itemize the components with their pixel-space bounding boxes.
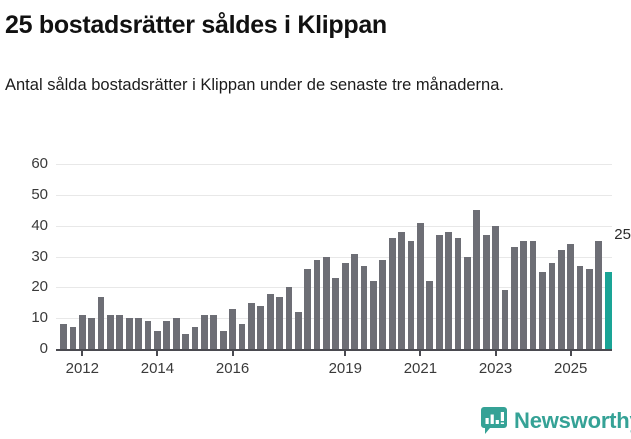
bar[interactable] (135, 318, 143, 349)
bar[interactable] (219, 330, 227, 349)
bar[interactable] (482, 235, 490, 349)
bar[interactable] (388, 238, 396, 349)
bar[interactable] (520, 241, 528, 349)
x-axis-tick (156, 349, 159, 356)
y-axis-tick-label: 40 (31, 216, 48, 234)
x-axis-tick-label: 2019 (328, 360, 362, 377)
x-axis-tick (569, 349, 572, 356)
bar[interactable] (370, 281, 377, 349)
bar[interactable] (435, 235, 443, 349)
bar[interactable] (548, 262, 556, 349)
bar[interactable] (463, 256, 471, 349)
bar[interactable] (539, 271, 546, 349)
bar-highlighted[interactable] (604, 271, 612, 349)
bar[interactable] (379, 259, 387, 349)
x-axis-tick-label: 2012 (65, 360, 99, 377)
bar[interactable] (107, 315, 114, 349)
gridline (56, 164, 612, 165)
bar[interactable] (426, 281, 434, 349)
bar[interactable] (567, 244, 575, 349)
bar[interactable] (238, 324, 246, 349)
bar[interactable] (407, 241, 415, 349)
bar[interactable] (445, 231, 452, 349)
bar[interactable] (398, 231, 405, 349)
chart-subtitle: Antal sålda bostadsrätter i Klippan unde… (5, 76, 504, 94)
x-axis-tick (81, 349, 84, 356)
bar[interactable] (88, 318, 96, 349)
gridline (56, 257, 612, 258)
bar[interactable] (557, 250, 565, 349)
x-axis-tick-label: 2016 (215, 360, 250, 377)
bar[interactable] (351, 253, 359, 349)
gridline (56, 195, 612, 196)
y-axis-tick-label: 30 (31, 247, 48, 265)
y-axis-tick-label: 20 (31, 278, 48, 296)
x-axis-tick (231, 349, 234, 356)
x-axis-tick (494, 349, 497, 356)
bar[interactable] (276, 296, 283, 349)
bar[interactable] (529, 241, 537, 349)
bar[interactable] (125, 318, 133, 349)
x-axis-tick (344, 349, 347, 356)
newsworthy-logo[interactable]: Newsworthy (481, 406, 631, 436)
newsworthy-wordmark: Newsworthy (514, 408, 631, 433)
bar[interactable] (163, 321, 171, 349)
bar[interactable] (266, 293, 274, 349)
bar[interactable] (257, 305, 265, 349)
bar[interactable] (417, 222, 424, 349)
bar[interactable] (69, 327, 77, 349)
bar[interactable] (116, 315, 124, 349)
gridline (56, 226, 612, 227)
bar[interactable] (78, 315, 86, 349)
bar[interactable] (191, 327, 199, 349)
bar[interactable] (510, 247, 518, 349)
bar[interactable] (294, 312, 302, 349)
x-axis-tick-label: 2021 (403, 360, 438, 377)
bar[interactable] (97, 296, 105, 349)
bar[interactable] (247, 302, 255, 349)
bar[interactable] (210, 315, 218, 349)
bar[interactable] (304, 268, 312, 349)
x-axis-baseline (56, 349, 612, 351)
bar[interactable] (492, 225, 499, 349)
bar-chart-speech-bubble-icon (481, 407, 507, 434)
bar[interactable] (323, 256, 330, 349)
bar[interactable] (454, 238, 462, 349)
bar[interactable] (313, 259, 321, 349)
bar[interactable] (595, 241, 603, 349)
y-axis-tick-label: 60 (31, 155, 48, 173)
bar[interactable] (144, 321, 152, 349)
y-axis-tick-label: 10 (31, 309, 48, 327)
bar[interactable] (182, 333, 189, 349)
bar[interactable] (586, 268, 593, 349)
bar[interactable] (201, 315, 208, 349)
bar[interactable] (341, 262, 349, 349)
x-axis-tick-label: 2014 (140, 360, 175, 377)
bar[interactable] (229, 308, 236, 349)
highlighted-value-label: 25 (614, 225, 631, 243)
bar-series: 25 (0, 150, 631, 349)
x-axis-tick-label: 2025 (553, 360, 588, 377)
page-title: 25 bostadsrätter såldes i Klippan (5, 11, 387, 39)
bar[interactable] (332, 278, 340, 349)
bar[interactable] (60, 324, 67, 349)
x-axis-tick (419, 349, 422, 356)
bar[interactable] (360, 265, 368, 349)
y-axis-tick-label: 0 (39, 340, 48, 357)
bar-chart: 0 10 20 30 40 50 60 25 2012 2014 2016 2019 2021 202… (0, 150, 631, 390)
bar[interactable] (576, 265, 584, 349)
bar[interactable] (154, 330, 161, 349)
bar[interactable] (172, 318, 180, 349)
y-axis-tick-label: 50 (31, 185, 48, 203)
x-axis-tick-label: 2023 (478, 360, 513, 377)
bar[interactable] (501, 290, 509, 349)
bar[interactable] (285, 287, 293, 349)
bar[interactable] (473, 210, 481, 349)
